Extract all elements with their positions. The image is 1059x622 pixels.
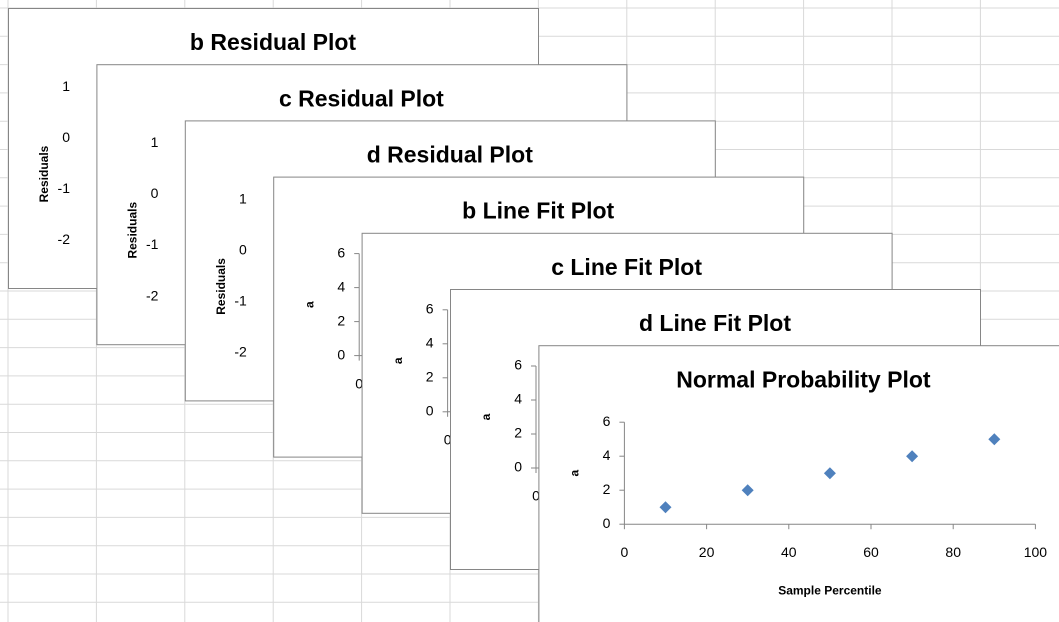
y-tick-label: 2 [603,481,611,497]
x-axis-label: Sample Percentile [778,583,882,597]
x-tick-label: 0 [621,544,629,560]
y-axis-label: a [302,301,316,308]
y-tick-label: 0 [514,459,522,475]
y-tick-label: 0 [603,515,611,531]
y-axis-label: a [568,470,582,477]
chart-frame [538,345,1059,622]
y-tick-label: -1 [58,180,71,196]
y-tick-label: -2 [146,287,159,303]
data-point [659,501,672,514]
y-tick-label: 6 [514,357,522,373]
x-tick-label: 40 [781,544,797,560]
x-tick-label: 100 [1024,544,1048,560]
x-tick-label: 80 [945,544,961,560]
y-tick-label: 2 [426,369,434,385]
data-point [906,450,919,463]
y-tick-label: -2 [58,231,71,247]
y-tick-label: 0 [62,129,70,145]
y-tick-label: 6 [603,413,611,429]
x-tick-label: 0 [532,488,540,504]
x-tick-label: 0 [444,432,452,448]
y-axis-label: Residuals [214,258,228,315]
y-tick-label: 0 [426,403,434,419]
y-tick-label: 6 [337,244,345,260]
chart-title: c Line Fit Plot [551,254,702,280]
y-tick-label: 4 [603,447,611,463]
y-axis-label: Residuals [126,202,140,259]
data-point [823,467,836,480]
y-tick-label: -1 [146,236,159,252]
y-tick-label: 0 [337,346,345,362]
y-tick-label: -1 [234,292,247,308]
y-tick-label: 0 [151,185,159,201]
y-tick-label: -2 [234,343,247,359]
y-tick-label: 0 [239,241,247,257]
chart-title: Normal Probability Plot [676,366,931,392]
y-tick-label: 6 [426,301,434,317]
chart-title: d Residual Plot [367,141,533,167]
data-point [741,484,754,497]
x-tick-label: 20 [699,544,715,560]
y-tick-label: 1 [151,134,159,150]
y-axis-label: a [391,357,405,364]
y-tick-label: 4 [426,335,434,351]
chart-title: b Residual Plot [190,29,356,55]
y-tick-label: 2 [337,312,345,328]
y-axis-label: Residuals [37,145,51,202]
y-axis-label: a [479,413,493,420]
chart-title: b Line Fit Plot [462,198,614,224]
x-tick-label: 0 [355,375,363,391]
chart-title: d Line Fit Plot [639,310,791,336]
data-point [988,433,1001,446]
y-tick-label: 1 [62,78,70,94]
y-tick-label: 4 [337,278,345,294]
chart-title: c Residual Plot [279,85,444,111]
y-tick-label: 2 [514,425,522,441]
x-tick-label: 60 [863,544,879,560]
y-tick-label: 1 [239,190,247,206]
y-tick-label: 4 [514,391,522,407]
